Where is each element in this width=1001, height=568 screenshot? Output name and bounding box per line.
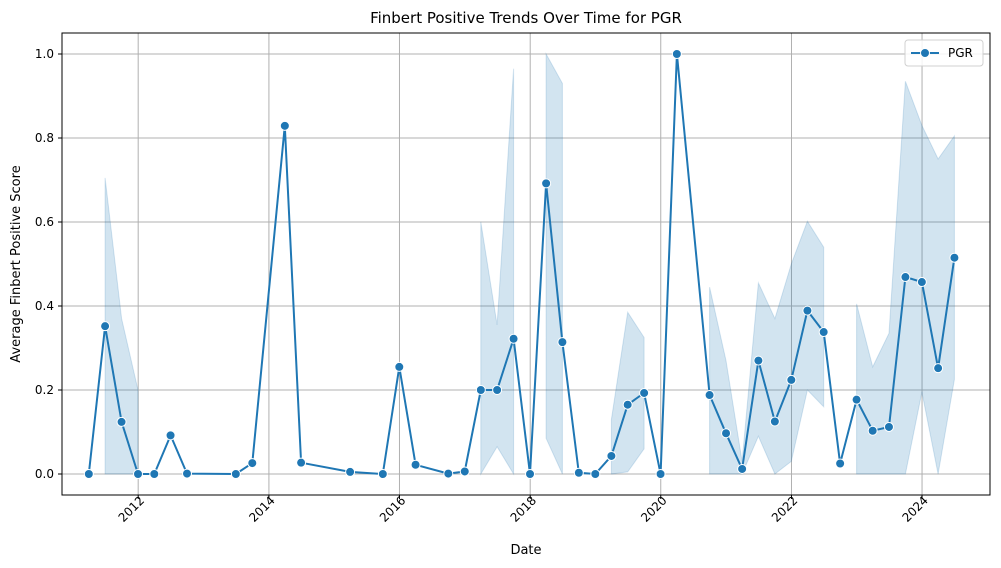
- y-tick-label: 0.8: [35, 131, 54, 145]
- data-point: [165, 430, 176, 441]
- data-point: [377, 469, 388, 479]
- y-tick-label: 0.4: [35, 299, 54, 313]
- data-point: [622, 399, 633, 410]
- data-point: [671, 49, 682, 59]
- data-point: [802, 305, 813, 316]
- data-point: [737, 463, 748, 474]
- data-point: [933, 363, 944, 374]
- data-point: [851, 394, 862, 405]
- data-point: [410, 459, 421, 470]
- legend-marker-swatch: [920, 48, 930, 58]
- plot-area-frame: [61, 32, 991, 496]
- chart-title: Finbert Positive Trends Over Time for PG…: [370, 9, 682, 27]
- y-tick-label: 1.0: [35, 47, 54, 61]
- data-point: [492, 385, 503, 395]
- data-point: [182, 468, 193, 479]
- data-point: [818, 327, 829, 338]
- y-axis-ticks: 0.0 0.2 0.4 0.6 0.8 1.0: [35, 47, 62, 481]
- y-axis-title: Average Finbert Positive Score: [9, 165, 24, 362]
- y-tick-label: 0.2: [35, 383, 54, 397]
- data-point: [247, 458, 258, 469]
- data-point: [949, 252, 960, 263]
- data-point: [100, 321, 111, 332]
- data-point: [508, 333, 519, 344]
- y-tick-label: 0.6: [35, 215, 54, 229]
- x-axis-title: Date: [510, 543, 541, 558]
- data-point: [655, 469, 666, 479]
- data-point: [116, 416, 127, 427]
- legend-label-pgr: PGR: [948, 46, 973, 60]
- data-points: [83, 49, 960, 479]
- data-point: [721, 428, 732, 439]
- data-point: [867, 425, 878, 436]
- data-point: [769, 416, 780, 427]
- data-point: [900, 272, 911, 283]
- series-line-pgr: [87, 53, 956, 475]
- data-point: [541, 178, 552, 189]
- data-point: [704, 390, 715, 401]
- data-point: [279, 120, 290, 131]
- data-point: [557, 337, 568, 348]
- data-point: [345, 466, 356, 477]
- data-point: [753, 355, 764, 366]
- data-point: [230, 469, 241, 479]
- data-point: [525, 469, 536, 479]
- data-point: [149, 469, 160, 479]
- data-point: [296, 457, 307, 468]
- data-point: [606, 450, 617, 461]
- data-point: [573, 467, 584, 478]
- data-point: [916, 277, 927, 288]
- data-point: [394, 361, 405, 372]
- legend: PGR: [904, 39, 984, 67]
- data-point: [83, 469, 94, 479]
- data-point: [459, 466, 470, 477]
- y-tick-label: 0.0: [35, 467, 54, 481]
- data-point: [639, 387, 650, 398]
- data-point: [475, 385, 486, 395]
- data-point: [835, 458, 846, 469]
- data-point: [786, 374, 797, 385]
- data-point: [443, 468, 454, 479]
- data-point: [133, 469, 144, 479]
- data-point: [883, 421, 894, 432]
- legend-box: [904, 39, 984, 67]
- data-point: [590, 469, 601, 479]
